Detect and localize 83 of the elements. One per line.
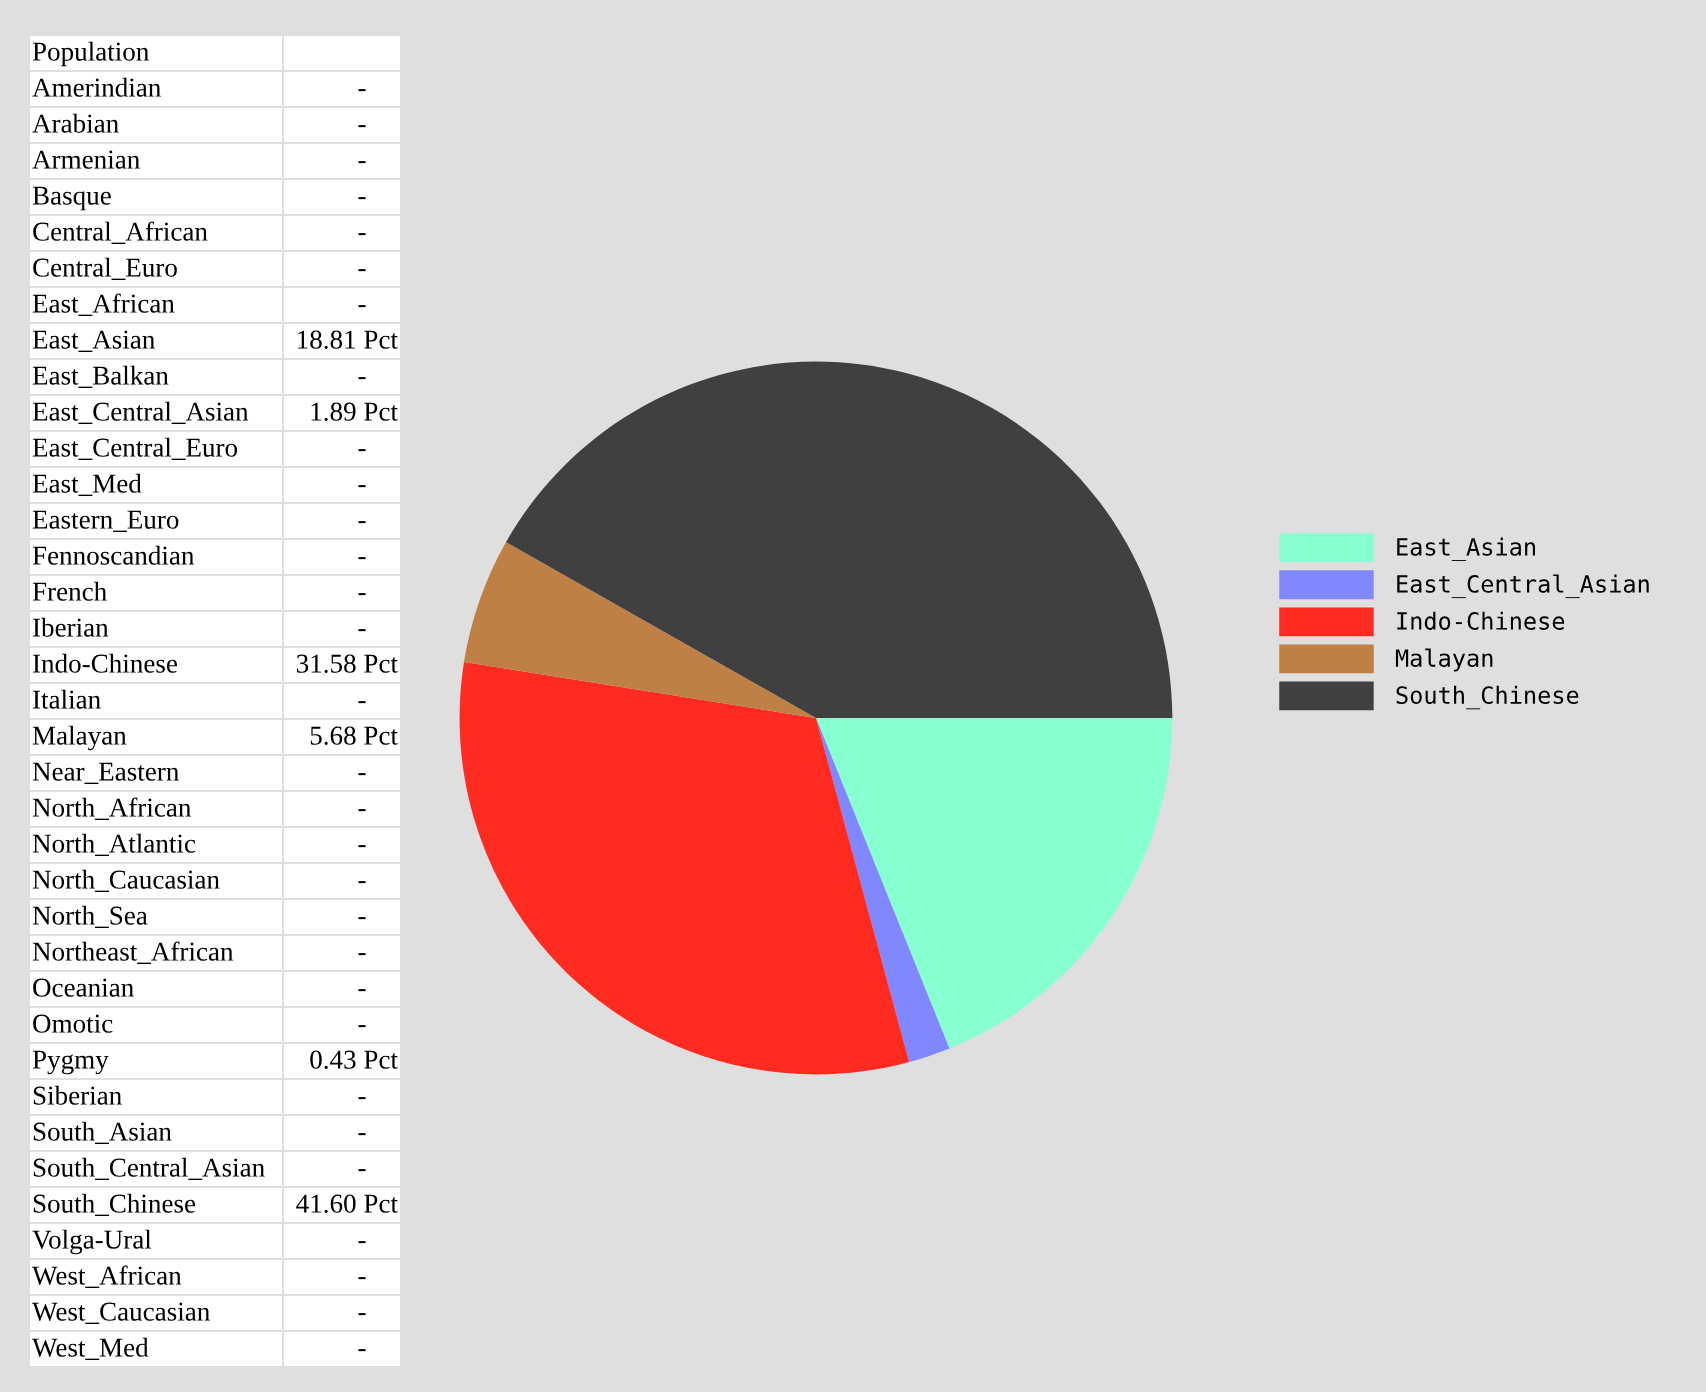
category-label: North_Sea bbox=[32, 905, 148, 928]
category-label: North_Atlantic bbox=[32, 833, 196, 856]
category-label: South_Asian bbox=[33, 1121, 172, 1144]
category-label: East_African bbox=[32, 293, 175, 316]
text: - bbox=[358, 161, 366, 164]
text: 18.81 Pct bbox=[298, 330, 398, 349]
category-label: Omotic bbox=[33, 1014, 113, 1033]
text: - bbox=[358, 881, 366, 884]
category-label: Eastern_Euro bbox=[32, 510, 179, 532]
category-label: East_Central_Euro bbox=[32, 437, 238, 460]
text: - bbox=[358, 485, 366, 488]
text: - bbox=[358, 377, 366, 380]
text: 5.68 Pct bbox=[310, 726, 398, 745]
category-label: Amerindian bbox=[32, 77, 161, 97]
text: - bbox=[358, 557, 366, 560]
text: 31.58 Pct bbox=[296, 654, 398, 673]
text: - bbox=[358, 233, 366, 236]
category-label: Indo-Chinese bbox=[32, 653, 177, 673]
category-label: Volga-Ural bbox=[32, 1229, 152, 1255]
text: - bbox=[358, 917, 366, 920]
category-label: Siberian bbox=[33, 1085, 122, 1105]
category-label: Armenian bbox=[32, 150, 140, 169]
text: - bbox=[358, 1241, 366, 1244]
text: - bbox=[358, 1349, 366, 1352]
text: - bbox=[358, 1277, 366, 1280]
category-label: Italian bbox=[32, 689, 101, 709]
category-label: Near_Eastern bbox=[32, 762, 179, 784]
text: - bbox=[358, 521, 366, 524]
pie-slice bbox=[816, 718, 1173, 1049]
text: - bbox=[358, 1097, 366, 1100]
legend-label: East_Central_Asian bbox=[1397, 574, 1649, 599]
category-label: Northeast_African bbox=[32, 941, 234, 964]
text: - bbox=[358, 1313, 366, 1316]
text: - bbox=[358, 1133, 366, 1136]
text: 0.43 Pct bbox=[310, 1050, 398, 1069]
text: Population bbox=[32, 41, 149, 67]
text: - bbox=[358, 953, 366, 956]
category-label: Central_Euro bbox=[33, 257, 177, 280]
text: - bbox=[358, 197, 366, 200]
text: - bbox=[358, 305, 366, 308]
text: - bbox=[358, 125, 366, 128]
category-label: West_African bbox=[32, 1265, 182, 1288]
category-label: West_Caucasian bbox=[32, 1302, 210, 1324]
text: - bbox=[358, 1169, 366, 1172]
legend-label: East_Asian bbox=[1397, 537, 1535, 562]
category-label: East_Med bbox=[32, 473, 142, 496]
category-label: West_Med bbox=[32, 1337, 149, 1360]
text: - bbox=[358, 89, 366, 92]
category-label: Fennoscandian bbox=[32, 545, 195, 565]
legend-label: Malayan bbox=[1395, 648, 1493, 672]
pie-slice bbox=[463, 542, 816, 718]
category-label: North_Caucasian bbox=[32, 869, 220, 892]
category-label: East_Balkan bbox=[32, 365, 169, 388]
category-label: North_African bbox=[32, 797, 192, 820]
legend-label: Indo-Chinese bbox=[1397, 611, 1565, 630]
text: - bbox=[358, 845, 366, 848]
text: 41.60 Pct bbox=[296, 1194, 398, 1213]
category-label: South_Central_Asian bbox=[33, 1157, 265, 1180]
text: - bbox=[358, 1025, 366, 1028]
pie-slice bbox=[459, 662, 910, 1075]
category-label: East_Central_Asian bbox=[32, 401, 249, 424]
text: 1.89 Pct bbox=[311, 402, 398, 421]
text: - bbox=[358, 989, 366, 992]
text: - bbox=[358, 701, 366, 704]
text: - bbox=[358, 629, 366, 632]
category-label: South_Chinese bbox=[33, 1193, 196, 1216]
category-label: Basque bbox=[32, 186, 111, 211]
category-label: Pygmy bbox=[32, 1050, 109, 1075]
text: - bbox=[358, 269, 366, 272]
pie-slice bbox=[506, 361, 1173, 718]
category-label: Arabian bbox=[32, 113, 119, 133]
text: - bbox=[358, 773, 366, 776]
category-label: Central_African bbox=[33, 221, 208, 244]
category-label: French bbox=[32, 581, 107, 601]
category-label: East_Asian bbox=[32, 330, 155, 352]
text: - bbox=[358, 593, 366, 596]
text: - bbox=[358, 449, 366, 452]
category-label: Malayan bbox=[32, 725, 127, 751]
text: - bbox=[358, 809, 366, 812]
legend-label: South_Chinese bbox=[1396, 685, 1579, 710]
pie-slice bbox=[816, 718, 950, 1063]
category-label: Oceanian bbox=[33, 978, 134, 997]
category-label: Iberian bbox=[32, 617, 109, 637]
